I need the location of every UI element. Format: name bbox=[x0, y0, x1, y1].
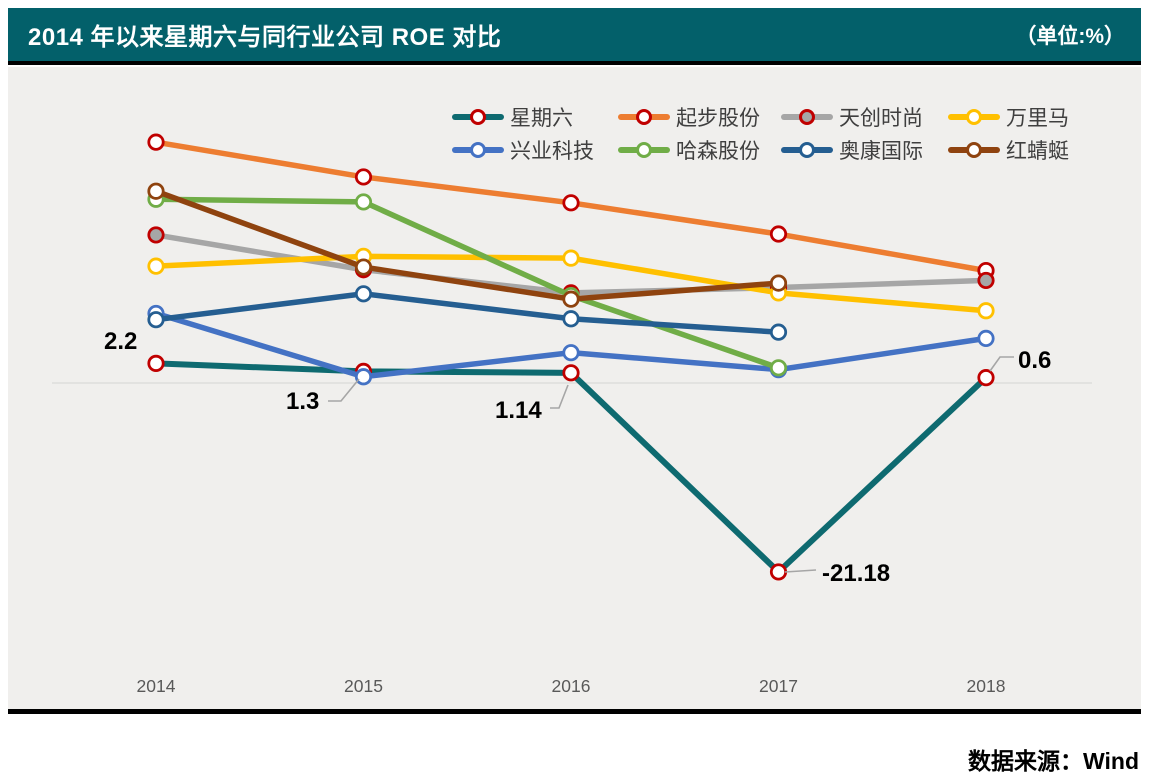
series-marker-红蜻蜓-2014 bbox=[147, 182, 165, 200]
legend-item-兴业科技: 兴业科技 bbox=[452, 133, 618, 166]
series-line-星期六 bbox=[155, 360, 989, 577]
series-marker-兴业科技-2018 bbox=[977, 329, 995, 347]
legend-label: 奥康国际 bbox=[839, 138, 923, 163]
annotation-callout--21.18 bbox=[784, 569, 817, 573]
title-underline bbox=[8, 61, 1141, 65]
series-marker-万里马-2018 bbox=[977, 302, 995, 320]
series-marker-起步股份-2016 bbox=[562, 194, 580, 212]
legend-label: 天创时尚 bbox=[839, 105, 923, 130]
series-marker-星期六-2018 bbox=[977, 369, 995, 387]
annotation-label-2.2: 2.2 bbox=[104, 328, 137, 355]
legend-item-起步股份: 起步股份 bbox=[618, 100, 781, 133]
data-source: 数据来源：Wind bbox=[968, 742, 1139, 776]
annotation-callout-1.14 bbox=[550, 384, 569, 409]
legend-item-星期六: 星期六 bbox=[452, 100, 618, 133]
annotation-callout-0.6 bbox=[989, 356, 1014, 372]
chart-unit-label: （单位:%） bbox=[1015, 24, 1125, 48]
annotation-label-1.14: 1.14 bbox=[495, 397, 542, 424]
series-marker-红蜻蜓-2016 bbox=[562, 290, 580, 308]
series-marker-起步股份-2014 bbox=[147, 133, 165, 151]
legend-item-哈森股份: 哈森股份 bbox=[618, 133, 781, 166]
legend-label: 星期六 bbox=[510, 105, 573, 130]
legend-swatch-icon bbox=[948, 141, 1000, 158]
legend-swatch-icon bbox=[452, 108, 504, 125]
legend-item-红蜻蜓: 红蜻蜓 bbox=[948, 133, 1069, 166]
legend-item-奥康国际: 奥康国际 bbox=[781, 133, 948, 166]
series-line-哈森股份 bbox=[155, 196, 780, 371]
series-line-奥康国际 bbox=[155, 291, 779, 335]
legend-item-天创时尚: 天创时尚 bbox=[781, 100, 948, 133]
series-marker-星期六-2016 bbox=[562, 364, 580, 382]
series-marker-奥康国际-2015 bbox=[354, 285, 373, 303]
annotation-label--21.18: -21.18 bbox=[822, 560, 890, 587]
series-marker-奥康国际-2014 bbox=[147, 311, 165, 329]
data-source-label: 数据来源： bbox=[968, 749, 1083, 774]
series-marker-万里马-2014 bbox=[147, 257, 165, 275]
x-axis-label-2014: 2014 bbox=[137, 676, 176, 696]
series-marker-天创时尚-2018 bbox=[977, 271, 995, 290]
x-axis-label-2015: 2015 bbox=[344, 676, 383, 696]
legend-label: 哈森股份 bbox=[676, 138, 760, 163]
series-marker-奥康国际-2016 bbox=[562, 310, 580, 328]
legend-label: 兴业科技 bbox=[510, 138, 594, 163]
legend-label: 红蜻蜓 bbox=[1006, 138, 1069, 163]
series-marker-万里马-2016 bbox=[562, 249, 580, 267]
series-marker-哈森股份-2017 bbox=[769, 359, 788, 377]
series-line-红蜻蜓 bbox=[155, 188, 779, 302]
x-axis-label-2016: 2016 bbox=[552, 676, 591, 696]
roe-line-chart: 2014 2015 2016 2017 2018 2.2 1.3 1.14 -21.18 0.6 bbox=[52, 133, 1092, 696]
legend-label: 万里马 bbox=[1006, 105, 1069, 130]
chart-title: 2014 年以来星期六与同行业公司 ROE 对比 bbox=[28, 24, 502, 51]
legend-swatch-icon bbox=[948, 108, 1000, 125]
annotation-label-0.6: 0.6 bbox=[1018, 347, 1051, 374]
series-marker-星期六-2014 bbox=[147, 354, 165, 372]
bottom-rule bbox=[8, 709, 1141, 714]
series-marker-兴业科技-2016 bbox=[562, 344, 580, 362]
data-source-name: Wind bbox=[1083, 748, 1139, 774]
chart-title-bar: 2014 年以来星期六与同行业公司 ROE 对比 （单位:%） bbox=[8, 8, 1141, 61]
legend-swatch-icon bbox=[618, 108, 670, 125]
chart-legend: 星期六 起步股份 天创时尚 万里马兴业科技 哈森股份 奥康国际 红蜻蜓 bbox=[452, 100, 1069, 166]
annotation-callout-1.3 bbox=[328, 378, 360, 402]
series-marker-哈森股份-2015 bbox=[354, 193, 373, 211]
series-marker-天创时尚-2014 bbox=[147, 226, 165, 244]
series-marker-红蜻蜓-2017 bbox=[769, 274, 788, 292]
legend-swatch-icon bbox=[452, 141, 504, 158]
series-marker-星期六-2017 bbox=[769, 563, 788, 581]
x-axis-label-2018: 2018 bbox=[967, 676, 1006, 696]
annotation-label-1.3: 1.3 bbox=[286, 388, 319, 415]
series-marker-奥康国际-2017 bbox=[769, 323, 788, 341]
legend-swatch-icon bbox=[781, 108, 833, 125]
legend-swatch-icon bbox=[781, 141, 833, 158]
series-marker-起步股份-2015 bbox=[354, 168, 373, 186]
series-marker-起步股份-2017 bbox=[769, 225, 788, 243]
series-marker-红蜻蜓-2015 bbox=[354, 258, 373, 276]
x-axis-label-2017: 2017 bbox=[759, 676, 798, 696]
series-marker-兴业科技-2015 bbox=[354, 368, 373, 386]
chart-area: 2014 2015 2016 2017 2018 2.2 1.3 1.14 -21.18 0.6 bbox=[8, 67, 1141, 709]
legend-label: 起步股份 bbox=[676, 105, 760, 130]
legend-swatch-icon bbox=[618, 141, 670, 158]
legend-item-万里马: 万里马 bbox=[948, 100, 1069, 133]
